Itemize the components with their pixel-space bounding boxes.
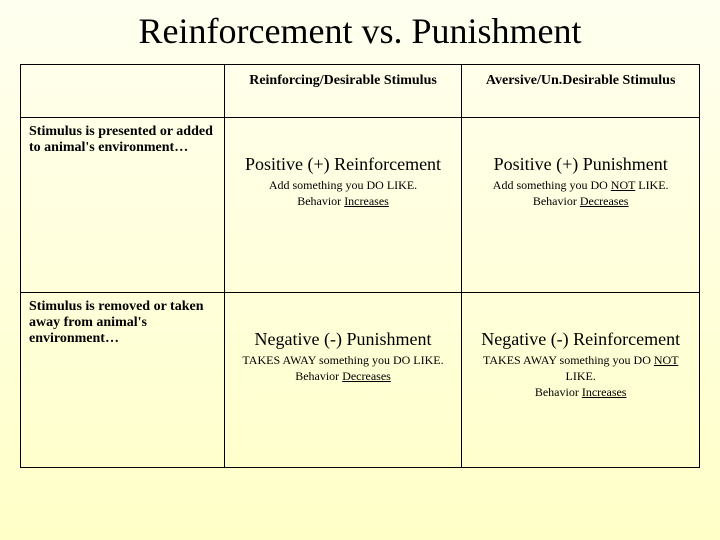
cell-desc-line2a: Behavior [295, 369, 342, 383]
reinforcement-table: Reinforcing/Desirable Stimulus Aversive/… [20, 64, 700, 468]
row-label-removed: Stimulus is removed or taken away from a… [21, 293, 225, 468]
cell-desc-b1: Behavior [535, 385, 582, 399]
col-header-aversive: Aversive/Un.Desirable Stimulus [462, 65, 700, 118]
cell-desc-line1: TAKES AWAY something you DO LIKE. [242, 353, 443, 367]
cell-desc-line2b: Decreases [342, 369, 391, 383]
cell-positive-punishment: Positive (+) Punishment Add something yo… [462, 118, 700, 293]
cell-title: Negative (-) Punishment [233, 299, 454, 350]
cell-desc-a2: NOT [654, 353, 678, 367]
cell-desc: TAKES AWAY something you DO LIKE. Behavi… [233, 352, 454, 384]
header-row: Reinforcing/Desirable Stimulus Aversive/… [21, 65, 700, 118]
cell-title: Negative (-) Reinforcement [470, 299, 691, 350]
page-title: Reinforcement vs. Punishment [20, 10, 700, 52]
cell-desc-a3: LIKE. [635, 178, 668, 192]
cell-desc-b1: Behavior [533, 194, 580, 208]
cell-desc: Add something you DO NOT LIKE. Behavior … [470, 177, 691, 209]
cell-desc-b2: Increases [582, 385, 627, 399]
cell-negative-punishment: Negative (-) Punishment TAKES AWAY somet… [224, 293, 462, 468]
cell-negative-reinforcement: Negative (-) Reinforcement TAKES AWAY so… [462, 293, 700, 468]
row-presented: Stimulus is presented or added to animal… [21, 118, 700, 293]
cell-positive-reinforcement: Positive (+) Reinforcement Add something… [224, 118, 462, 293]
row-label-presented: Stimulus is presented or added to animal… [21, 118, 225, 293]
row-removed: Stimulus is removed or taken away from a… [21, 293, 700, 468]
cell-desc-b2: Decreases [580, 194, 629, 208]
cell-desc-a1: Add something you DO [493, 178, 611, 192]
cell-title: Positive (+) Reinforcement [233, 124, 454, 175]
cell-desc-line2a: Behavior [297, 194, 344, 208]
cell-desc-a1: TAKES AWAY something you DO [483, 353, 654, 367]
header-empty [21, 65, 225, 118]
cell-desc-a3: LIKE. [566, 369, 596, 383]
cell-title: Positive (+) Punishment [470, 124, 691, 175]
cell-desc-a2: NOT [611, 178, 635, 192]
cell-desc-line2b: Increases [344, 194, 389, 208]
cell-desc: Add something you DO LIKE. Behavior Incr… [233, 177, 454, 209]
cell-desc-line1: Add something you DO LIKE. [269, 178, 417, 192]
cell-desc: TAKES AWAY something you DO NOT LIKE. Be… [470, 352, 691, 401]
col-header-desirable: Reinforcing/Desirable Stimulus [224, 65, 462, 118]
